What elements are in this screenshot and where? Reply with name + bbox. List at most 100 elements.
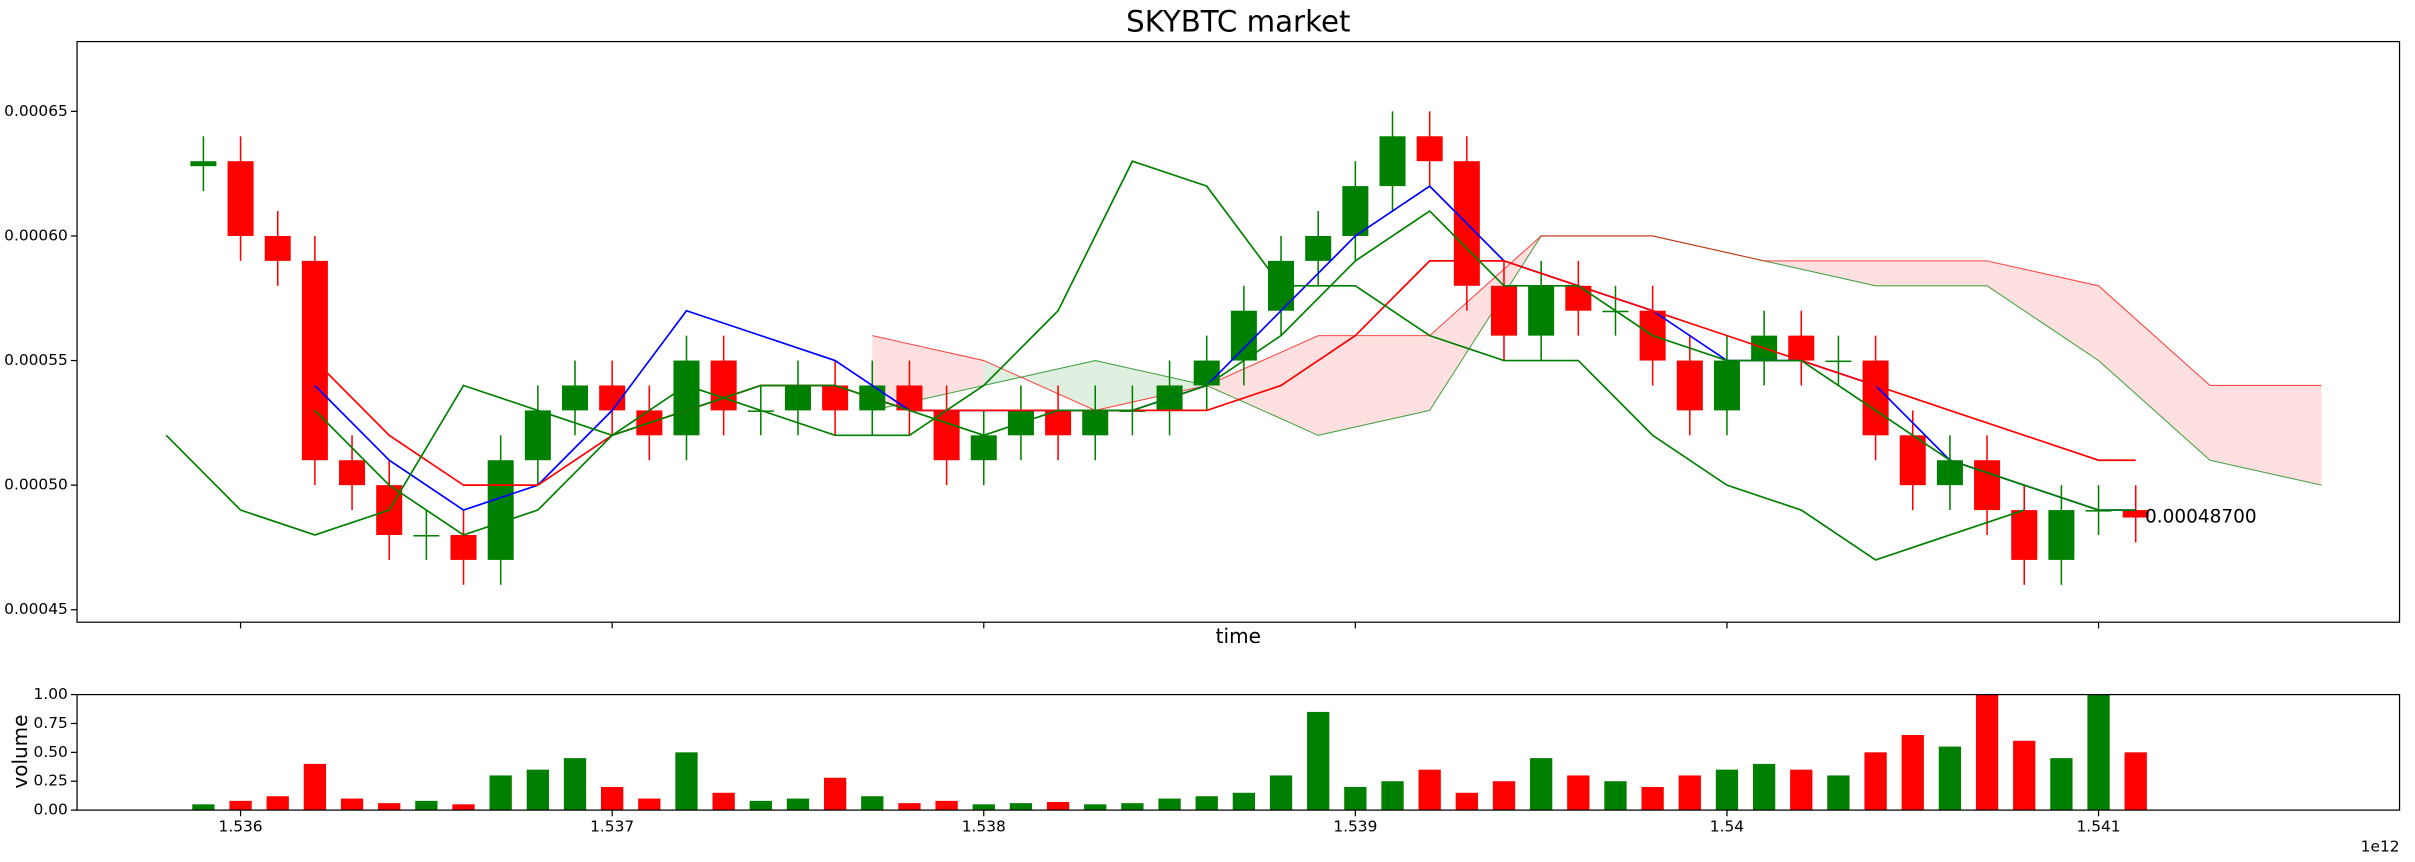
- candle-body: [1788, 335, 1815, 361]
- volume-bar: [1307, 711, 1330, 811]
- candle-body: [524, 410, 551, 461]
- volume-bar: [526, 769, 549, 811]
- volume-bar: [1641, 786, 1664, 811]
- volume-bar: [749, 800, 772, 811]
- y-tick-label: 0.00065: [4, 102, 68, 120]
- cloud-edge: [872, 235, 2322, 411]
- volume-bar: [1901, 735, 1924, 811]
- indicator-line: [314, 209, 2136, 536]
- candle-body: [1045, 410, 1072, 436]
- cloud-segment: [2210, 385, 2322, 486]
- candle-body: [1193, 360, 1220, 386]
- candle-body: [1825, 360, 1852, 363]
- candle-body: [1305, 235, 1332, 261]
- candle-body: [1974, 460, 2001, 511]
- plot-frame: [76, 40, 2401, 623]
- volume-bar: [1827, 775, 1850, 811]
- volume-bar: [1492, 781, 1516, 811]
- candle-body: [1379, 136, 1406, 187]
- candle-body: [2011, 510, 2038, 560]
- x-offset-label: 1e12: [2361, 838, 2400, 856]
- volume-bar: [1009, 803, 1033, 811]
- volume-bar: [675, 752, 698, 811]
- y-tick-label: 1.00: [34, 685, 68, 703]
- volume-bar: [1678, 775, 1701, 811]
- volume-bar: [1752, 763, 1776, 811]
- x-tick-label: 1.538: [962, 818, 1006, 836]
- candle-body: [301, 260, 328, 461]
- volume-bar: [1344, 786, 1367, 811]
- y-tick-label: 0.50: [34, 743, 68, 761]
- x-tick-label: 1.536: [219, 818, 263, 836]
- volume-bar: [823, 777, 847, 811]
- y-tick-label: 0.25: [34, 772, 68, 790]
- y-tick-label: 0.00: [34, 801, 68, 819]
- candle-body: [970, 435, 997, 461]
- volume-bar: [1455, 792, 1478, 811]
- volume-bar: [712, 792, 735, 811]
- chart-title: SKYBTC market: [1126, 5, 1350, 39]
- y-axis-label: volume: [8, 714, 32, 788]
- volume-bar: [638, 798, 661, 811]
- candle-body: [710, 360, 737, 411]
- indicator-line: [314, 185, 2136, 512]
- volume-bar: [1604, 781, 1627, 811]
- volume-bar: [1530, 758, 1553, 811]
- volume-bar: [1158, 798, 1181, 811]
- candle-body: [1936, 460, 1963, 486]
- x-tick-label: 1.539: [1333, 818, 1377, 836]
- candle-body: [1676, 360, 1703, 411]
- candle-body: [2122, 510, 2149, 518]
- candle-body: [264, 235, 291, 261]
- cloud-segment: [1875, 260, 1988, 286]
- x-tick-label: 1.54: [1710, 818, 1744, 836]
- x-axis-label: time: [1216, 624, 1261, 648]
- volume-bar: [340, 798, 364, 811]
- volume-bar: [2013, 740, 2036, 811]
- volume-bar: [1084, 804, 1107, 811]
- volume-bar: [1790, 769, 1813, 811]
- volume-bar: [2087, 694, 2110, 811]
- cloud-segment: [1206, 335, 1319, 436]
- volume-bar: [1381, 781, 1404, 811]
- candle-body: [1899, 435, 1926, 486]
- candle-body: [2048, 510, 2075, 560]
- volume-bar: [303, 763, 327, 811]
- candle-body: [450, 534, 477, 560]
- volume-bar: [2050, 758, 2073, 811]
- candle-body: [784, 385, 811, 411]
- volume-bar: [601, 786, 624, 811]
- volume-bar: [378, 803, 401, 811]
- candle-body: [673, 360, 700, 436]
- cloud-segment: [1318, 335, 1430, 436]
- volume-bar: [1938, 746, 1962, 811]
- volume-bar: [1418, 769, 1441, 811]
- volume-bar: [972, 804, 995, 811]
- candle-body: [933, 410, 960, 461]
- volume-bar: [786, 798, 810, 811]
- x-tick-label: 1.541: [2077, 818, 2121, 836]
- candle-body: [822, 385, 849, 411]
- candle-body: [487, 460, 514, 560]
- volume-bar: [1975, 694, 1999, 811]
- volume-bar: [489, 775, 512, 811]
- indicator-line: [165, 160, 2025, 561]
- volume-bar: [1269, 775, 1293, 811]
- candle-body: [1342, 186, 1369, 236]
- volume-bar: [935, 800, 958, 811]
- candle-body: [1082, 410, 1109, 436]
- y-tick-label: 0.75: [34, 714, 68, 732]
- volume-bar: [1046, 802, 1070, 811]
- candle-body: [1230, 310, 1257, 361]
- candle-body: [190, 161, 217, 167]
- candle-body: [1528, 285, 1555, 336]
- y-tick-label: 0.00050: [4, 476, 68, 494]
- candle-body: [227, 161, 254, 236]
- candle-body: [1862, 360, 1889, 436]
- volume-bar: [452, 804, 475, 811]
- candle-body: [413, 534, 440, 537]
- candle-body: [1490, 285, 1518, 336]
- volume-bar: [266, 796, 289, 811]
- volume-bar: [415, 800, 438, 811]
